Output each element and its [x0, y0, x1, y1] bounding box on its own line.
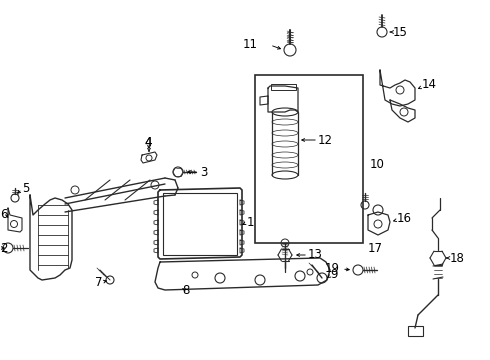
Text: 6: 6 — [0, 208, 7, 221]
Text: 1: 1 — [247, 216, 254, 230]
Bar — [255, 75, 363, 243]
Text: 15: 15 — [393, 26, 408, 39]
Bar — [163, 193, 237, 255]
Text: 17: 17 — [368, 242, 383, 255]
Text: 8: 8 — [182, 284, 189, 297]
Text: 5: 5 — [22, 181, 29, 194]
Text: 4: 4 — [144, 136, 152, 149]
Text: 11: 11 — [243, 39, 258, 51]
Text: 12: 12 — [318, 134, 333, 147]
Bar — [408, 326, 423, 336]
Text: 14: 14 — [422, 78, 437, 91]
Text: 19: 19 — [325, 261, 340, 274]
Text: 2: 2 — [0, 242, 7, 255]
Text: 16: 16 — [397, 211, 412, 225]
Text: 3: 3 — [200, 166, 207, 179]
Bar — [271, 84, 296, 90]
Text: 9: 9 — [330, 269, 338, 282]
Text: 10: 10 — [370, 158, 385, 171]
Text: 4: 4 — [144, 135, 152, 148]
Text: 13: 13 — [308, 248, 323, 261]
Text: 18: 18 — [450, 252, 465, 265]
Text: 7: 7 — [95, 275, 102, 288]
